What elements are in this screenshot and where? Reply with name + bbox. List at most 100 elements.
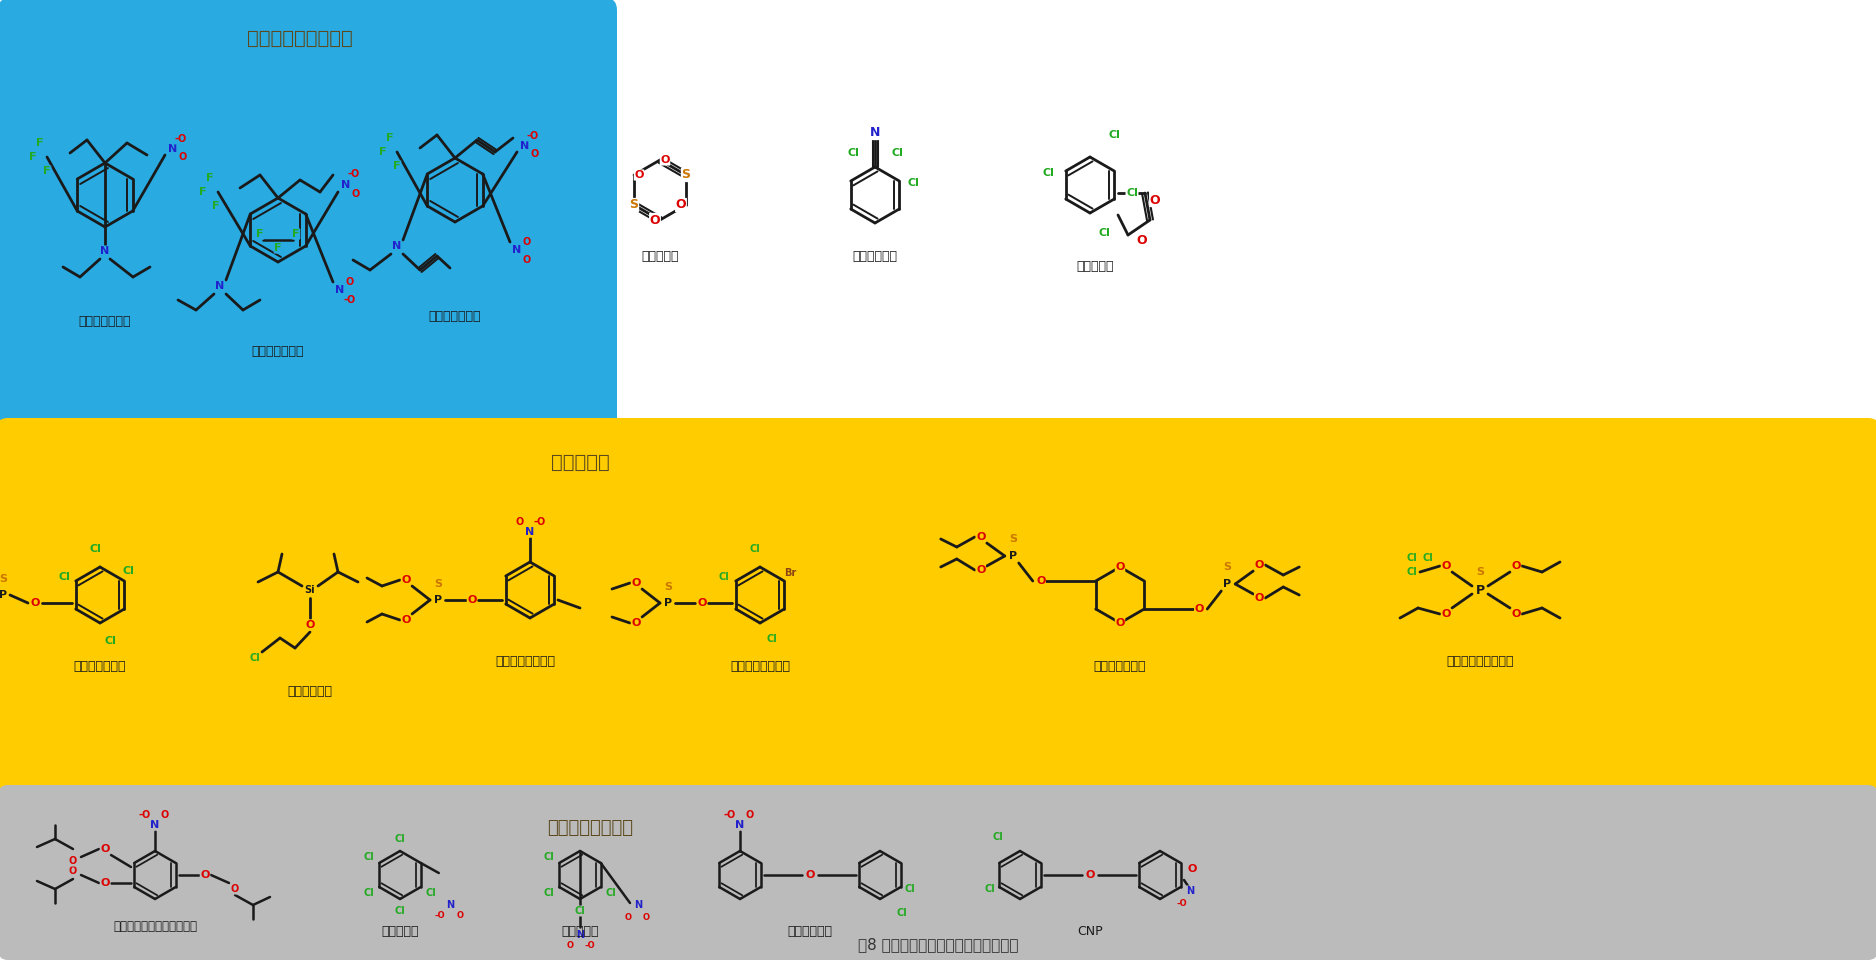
Text: 有機リン系: 有機リン系 [552,452,610,471]
Text: O: O [69,866,77,876]
Text: Cl: Cl [904,884,915,894]
Text: Cl: Cl [1422,553,1433,563]
Text: O: O [698,598,707,608]
Text: O: O [99,844,109,854]
Text: S: S [433,579,443,589]
Text: O: O [30,598,39,608]
Text: Cl: Cl [1407,553,1418,563]
Text: O: O [567,941,574,949]
Text: O: O [178,152,188,162]
Text: N: N [525,527,535,537]
Text: N: N [735,820,745,830]
Text: O: O [805,870,814,880]
Text: O: O [516,517,523,527]
Text: O: O [1116,618,1126,628]
Text: Cl: Cl [250,653,261,663]
Text: O: O [632,618,642,628]
Text: N: N [392,241,401,251]
Text: Cl: Cl [394,906,405,916]
Text: Cl: Cl [544,852,553,862]
Text: -O: -O [174,134,188,144]
Text: O: O [456,910,463,920]
Text: O: O [660,155,670,165]
Text: O: O [1512,561,1521,571]
Text: F: F [43,166,51,176]
Text: Cl: Cl [1126,188,1139,198]
Text: O: O [201,870,210,880]
Text: O: O [642,913,649,922]
Text: Br: Br [784,568,795,578]
Text: ニトロフェン: ニトロフェン [788,925,833,938]
Text: O: O [1255,593,1264,603]
Text: O: O [1441,561,1450,571]
Text: Cl: Cl [88,544,101,554]
Text: フサライド: フサライド [1077,260,1114,273]
Text: Cl: Cl [574,906,585,916]
Text: S: S [664,582,672,592]
Text: ニトロベンゼン系: ニトロベンゼン系 [548,819,632,837]
Text: O: O [976,565,985,575]
Text: P: P [1475,584,1484,596]
Text: -O: -O [527,131,538,141]
Text: O: O [523,237,531,247]
Text: O: O [523,255,531,265]
Text: O: O [634,170,643,180]
Text: S: S [0,574,8,584]
Text: -O: -O [343,295,356,305]
Text: -O: -O [347,169,360,179]
Text: F: F [293,229,300,239]
Text: Cl: Cl [750,544,760,554]
Text: Cl: Cl [122,566,133,576]
FancyBboxPatch shape [0,0,617,432]
Text: N: N [576,930,583,940]
Text: F: F [394,161,401,171]
Text: ジメチビン: ジメチビン [642,250,679,263]
Text: -O: -O [724,810,735,820]
Text: O: O [99,878,109,888]
Text: Cl: Cl [426,888,437,898]
Text: O: O [161,810,169,820]
Text: N: N [1186,886,1193,896]
Text: N: N [512,245,522,255]
Text: Cl: Cl [908,178,919,188]
Text: F: F [206,173,214,183]
Text: クロルメホス: クロルメホス [287,685,332,698]
Text: ニトロタールイソプロビル: ニトロタールイソプロビル [113,920,197,933]
Text: P: P [664,598,672,608]
Text: F: F [379,147,386,157]
Text: Cl: Cl [1097,228,1111,238]
Text: Cl: Cl [719,572,730,582]
Text: O: O [632,578,642,588]
Text: Cl: Cl [1041,168,1054,178]
FancyBboxPatch shape [0,418,1876,802]
Text: O: O [231,884,238,894]
Text: N: N [216,281,225,291]
Text: P: P [1223,579,1231,589]
Text: O: O [675,199,687,211]
Text: F: F [30,152,38,162]
Text: O: O [1036,576,1045,586]
Text: フェンクロホス: フェンクロホス [73,660,126,673]
Text: O: O [649,213,660,227]
Text: N: N [101,246,109,256]
Text: ベンフルラリン: ベンフルラリン [79,315,131,328]
Text: ジオキサチオン: ジオキサチオン [1094,660,1146,673]
Text: O: O [69,856,77,866]
Text: O: O [1150,194,1161,206]
Text: O: O [531,149,538,159]
Text: N: N [870,127,880,139]
Text: O: O [1188,864,1197,874]
Text: F: F [36,138,43,148]
Text: O: O [401,615,411,625]
Text: N: N [150,820,159,830]
Text: O: O [467,595,477,605]
Text: S: S [1223,562,1231,572]
Text: N: N [520,141,529,151]
Text: -O: -O [435,910,445,920]
Text: テクナゼン: テクナゼン [561,925,598,938]
Text: O: O [1255,560,1264,570]
Text: F: F [386,133,394,143]
Text: N: N [341,180,351,190]
Text: F: F [257,229,265,239]
Text: P: P [1009,551,1017,561]
